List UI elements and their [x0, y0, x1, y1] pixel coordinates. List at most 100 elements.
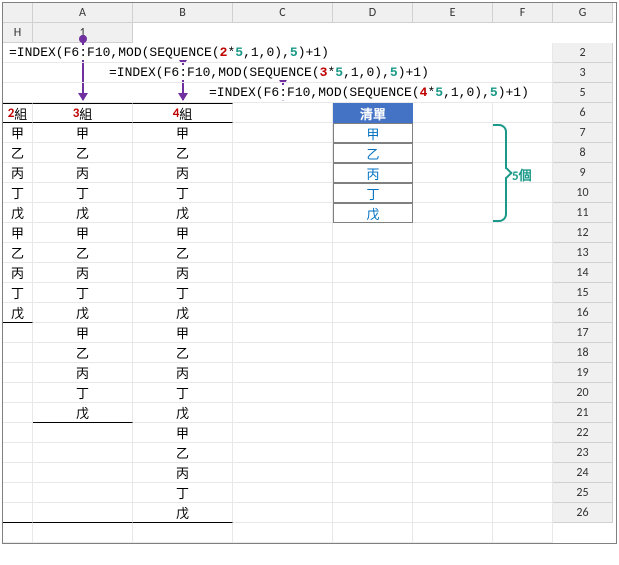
cell[interactable]	[493, 463, 553, 483]
cell-g5[interactable]	[413, 103, 493, 123]
cell[interactable]	[413, 363, 493, 383]
cell[interactable]	[233, 123, 333, 143]
cell[interactable]: 丙	[133, 263, 233, 283]
cell[interactable]: 戊	[133, 303, 233, 323]
cell[interactable]	[33, 443, 133, 463]
cell[interactable]	[413, 423, 493, 443]
cell[interactable]	[493, 343, 553, 363]
list-item[interactable]: 乙	[333, 143, 413, 163]
cell[interactable]	[333, 243, 413, 263]
cell[interactable]	[333, 483, 413, 503]
cell-c6[interactable]: 甲	[33, 123, 133, 143]
cell[interactable]: 乙	[3, 143, 33, 163]
cell[interactable]	[3, 423, 33, 443]
cell[interactable]: 乙	[133, 343, 233, 363]
cell[interactable]	[133, 523, 233, 543]
cell[interactable]	[493, 483, 553, 503]
cell[interactable]	[3, 483, 33, 503]
cell[interactable]	[413, 183, 493, 203]
cell[interactable]	[233, 323, 333, 343]
cell[interactable]	[233, 263, 333, 283]
col-header-b[interactable]: B	[133, 3, 233, 23]
cell[interactable]	[493, 283, 553, 303]
cell[interactable]: 甲	[33, 223, 133, 243]
cell[interactable]: 甲	[33, 323, 133, 343]
cell[interactable]	[413, 443, 493, 463]
cell[interactable]	[3, 503, 33, 523]
cell[interactable]	[233, 523, 333, 543]
cell[interactable]: 戊	[3, 303, 33, 323]
cell[interactable]	[413, 223, 493, 243]
cell[interactable]: 戊	[33, 303, 133, 323]
list-item[interactable]: 丁	[333, 183, 413, 203]
cell[interactable]: 丙	[133, 363, 233, 383]
row-header[interactable]: 13	[553, 243, 613, 263]
cell[interactable]: 丁	[133, 483, 233, 503]
cell[interactable]: 丙	[133, 163, 233, 183]
col-header-g[interactable]: G	[553, 3, 613, 23]
cell[interactable]	[33, 483, 133, 503]
row-header[interactable]: 21	[553, 403, 613, 423]
row-header[interactable]: 2	[553, 43, 613, 63]
cell[interactable]	[3, 343, 33, 363]
cell[interactable]	[333, 303, 413, 323]
cell[interactable]	[233, 423, 333, 443]
cell[interactable]: 丁	[3, 283, 33, 303]
cell[interactable]	[413, 503, 493, 523]
row-header[interactable]: 22	[553, 423, 613, 443]
cell[interactable]: 戊	[133, 503, 233, 523]
cell[interactable]	[333, 343, 413, 363]
cell-h5[interactable]	[493, 103, 553, 123]
cell[interactable]	[33, 423, 133, 443]
cell[interactable]: 甲	[133, 423, 233, 443]
cell[interactable]: 戊	[133, 203, 233, 223]
cell[interactable]: 戊	[3, 203, 33, 223]
row-header[interactable]: 8	[553, 143, 613, 163]
col-header-h[interactable]: H	[3, 23, 33, 43]
cell-d6[interactable]: 甲	[133, 123, 233, 143]
cell[interactable]	[493, 423, 553, 443]
row-header[interactable]: 19	[553, 363, 613, 383]
list-item[interactable]: 丙	[333, 163, 413, 183]
select-all-corner[interactable]	[3, 3, 33, 23]
cell-b2[interactable]: =INDEX(F6:F10,MOD(SEQUENCE(3*5,1,0),5)+1…	[3, 63, 553, 83]
cell[interactable]	[3, 323, 33, 343]
cell-b5[interactable]: 2組	[3, 103, 33, 123]
cell[interactable]	[233, 343, 333, 363]
cell[interactable]: 丁	[133, 383, 233, 403]
cell[interactable]: 乙	[33, 343, 133, 363]
cell[interactable]: 丁	[33, 383, 133, 403]
cell[interactable]: 丁	[33, 183, 133, 203]
cell-d5[interactable]: 4組	[133, 103, 233, 123]
cell[interactable]: 乙	[133, 143, 233, 163]
cell[interactable]	[333, 423, 413, 443]
col-header-e[interactable]: E	[413, 3, 493, 23]
cell[interactable]	[413, 243, 493, 263]
cell[interactable]: 丙	[3, 163, 33, 183]
cell[interactable]	[493, 403, 553, 423]
cell[interactable]	[233, 223, 333, 243]
cell[interactable]	[493, 303, 553, 323]
row-header[interactable]: 12	[553, 223, 613, 243]
row-header[interactable]: 23	[553, 443, 613, 463]
cell[interactable]	[233, 483, 333, 503]
cell[interactable]	[233, 503, 333, 523]
cell[interactable]	[333, 463, 413, 483]
cell[interactable]: 丙	[3, 263, 33, 283]
cell[interactable]	[493, 503, 553, 523]
cell[interactable]: 乙	[3, 243, 33, 263]
cell[interactable]	[3, 363, 33, 383]
cell[interactable]: 丁	[3, 183, 33, 203]
cell[interactable]	[33, 463, 133, 483]
cell[interactable]	[333, 283, 413, 303]
cell-b6[interactable]: 甲	[3, 123, 33, 143]
cell[interactable]	[333, 523, 413, 543]
cell[interactable]	[233, 203, 333, 223]
cell[interactable]	[493, 443, 553, 463]
cell[interactable]	[333, 443, 413, 463]
cell[interactable]	[233, 303, 333, 323]
cell[interactable]	[33, 523, 133, 543]
cell[interactable]: 乙	[33, 243, 133, 263]
cell[interactable]: 乙	[133, 443, 233, 463]
cell[interactable]: 甲	[3, 223, 33, 243]
